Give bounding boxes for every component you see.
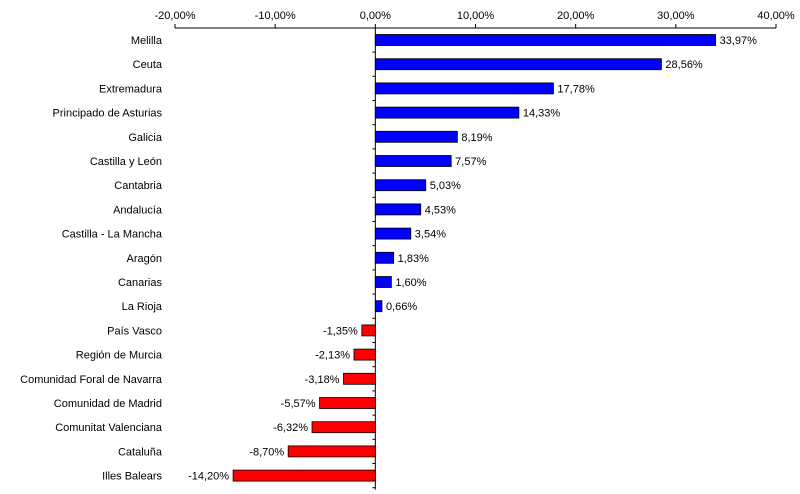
value-label: 8,19% [461,132,492,144]
x-tick-label: 30,00% [657,10,695,22]
bar-positive [374,203,422,216]
value-label: -5,57% [281,398,316,410]
category-label: Extremadura [99,83,163,95]
x-tick-label: -10,00% [255,10,296,22]
bar-positive [374,276,392,288]
category-label: Castilla y León [90,156,162,168]
category-label: Aragón [127,253,162,265]
category-label: Melilla [131,35,163,47]
value-label: -3,18% [305,374,340,386]
category-label: Cantabria [114,180,163,192]
bar-negative [361,324,376,337]
category-label: Illes Balears [102,471,162,483]
category-label: Cataluña [118,446,163,458]
bar-positive [374,251,395,264]
bars-layer [232,34,716,482]
bar-negative [287,445,376,458]
bar-negative [319,397,376,409]
category-label: Región de Murcia [76,350,163,362]
value-label: 17,78% [557,83,595,95]
category-label: Castilla - La Mancha [62,229,163,241]
category-label: Canarias [118,277,163,289]
category-label: Principado de Asturias [53,108,163,120]
x-tick-label: 0,00% [360,10,391,22]
value-label: 1,83% [398,253,429,265]
bar-positive [374,130,458,143]
bar-positive [374,227,412,240]
value-label: -2,13% [315,350,350,362]
bar-negative [232,469,376,482]
value-label: 14,33% [523,108,561,120]
value-label: -8,70% [249,446,284,458]
category-label: Comunidad Foral de Navarra [20,374,163,386]
value-label: 7,57% [455,156,486,168]
value-label: -1,35% [323,325,358,337]
value-label: 4,53% [425,204,456,216]
bar-negative [311,421,376,434]
bar-positive [374,155,452,167]
category-label: Comunidad de Madrid [54,398,162,410]
axis-layer: -20,00% -10,00% 0,00% 10,00% 20,00% 30,00% 40,… [155,10,795,490]
bar-positive [374,300,383,313]
category-label: País Vasco [107,325,162,337]
bar-positive [374,179,427,192]
bar-positive [374,58,662,71]
bar-negative [343,372,376,385]
value-label: 33,97% [720,35,758,47]
bar-positive [374,82,554,95]
category-label: Andalucía [113,204,163,216]
value-label: -14,20% [188,471,229,483]
category-label: Galicia [128,132,163,144]
bar-positive [374,106,520,119]
value-label: 0,66% [386,301,417,313]
labels-layer: Melilla 33,97% Ceuta 28,56% Extremadura 17,78… [20,35,757,483]
value-label: 3,54% [415,229,446,241]
value-label: 1,60% [395,277,426,289]
value-label: 5,03% [430,180,461,192]
x-tick-label: -20,00% [155,10,196,22]
bar-positive [374,34,716,46]
x-tick-label: 20,00% [557,10,595,22]
value-label: -6,32% [273,422,308,434]
category-label: Ceuta [133,59,163,71]
category-label: Comunitat Valenciana [55,422,163,434]
x-tick-label: 10,00% [457,10,495,22]
x-tick-label: 40,00% [757,10,795,22]
value-label: 28,56% [665,59,703,71]
bar-negative [353,348,376,361]
category-label: La Rioja [122,301,163,313]
